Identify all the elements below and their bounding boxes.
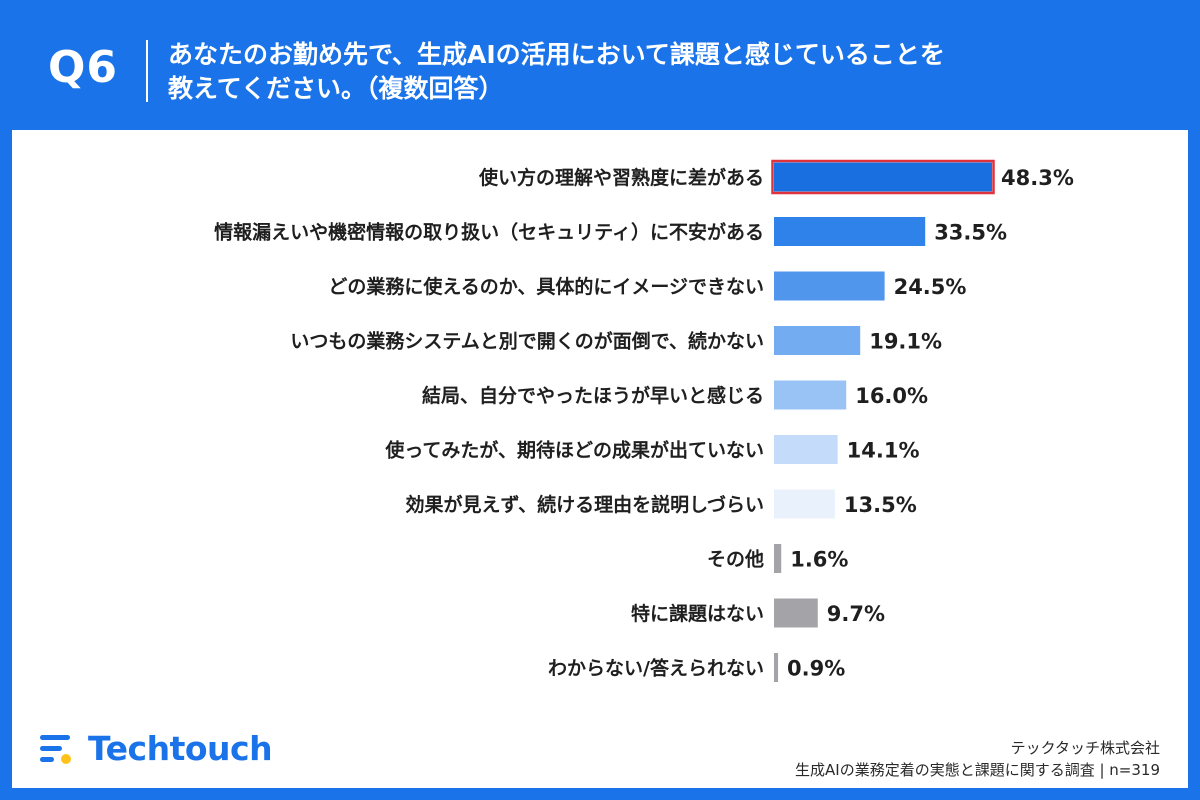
value-label: 1.6% — [790, 548, 848, 572]
highlight-outline — [771, 159, 995, 195]
question-text: あなたのお勤め先で、生成AIの活用において課題と感じていることを 教えてください… — [168, 38, 1168, 106]
header-divider — [146, 40, 148, 102]
header: Q6 あなたのお勤め先で、生成AIの活用において課題と感じていることを 教えてく… — [0, 0, 1200, 130]
bar — [774, 598, 818, 628]
company-name: テックタッチ株式会社 — [1010, 739, 1160, 757]
value-label: 33.5% — [934, 221, 1007, 245]
bar — [774, 217, 926, 246]
category-label: いつもの業務システムと別で開くのが面倒で、続かない — [290, 330, 764, 353]
value-label: 0.9% — [787, 657, 845, 681]
category-label: 効果が見えず、続ける理由を説明しづらい — [405, 493, 764, 516]
techtouch-logo: Techtouch — [40, 728, 273, 768]
logo-mark-icon — [40, 735, 71, 764]
value-label: 19.1% — [869, 330, 942, 354]
bar — [774, 653, 779, 682]
value-label: 9.7% — [827, 602, 885, 626]
bar — [774, 380, 847, 410]
bar-chart: 使い方の理解や習熟度に差がある 48.3% 情報漏えいや機密情報の取り扱い（セキュリ… — [214, 159, 1074, 682]
bar — [774, 544, 782, 573]
category-label: どの業務に使えるのか、具体的にイメージできない — [328, 275, 764, 298]
category-label: その他 — [707, 548, 764, 571]
value-label: 16.0% — [855, 384, 928, 408]
bar — [774, 326, 861, 355]
value-label: 24.5% — [894, 275, 967, 299]
value-label: 48.3% — [1001, 166, 1074, 190]
value-label: 14.1% — [847, 439, 920, 463]
bar — [774, 489, 835, 519]
chart-panel: 使い方の理解や習熟度に差がある 48.3% 情報漏えいや機密情報の取り扱い（セキュリ… — [12, 130, 1188, 788]
category-label: 使ってみたが、期待ほどの成果が出ていない — [384, 439, 764, 462]
category-label: わからない/答えられない — [548, 657, 764, 680]
category-label: 特に課題はない — [631, 602, 764, 625]
question-line-1: あなたのお勤め先で、生成AIの活用において課題と感じていることを — [168, 40, 945, 69]
bar — [774, 435, 838, 464]
value-label: 13.5% — [844, 493, 917, 517]
question-line-2: 教えてください。（複数回答） — [168, 74, 504, 103]
logo-text: Techtouch — [88, 728, 273, 768]
category-label: 結局、自分でやったほうが早いと感じる — [422, 384, 764, 407]
bar — [774, 271, 885, 301]
category-label: 使い方の理解や習熟度に差がある — [478, 166, 764, 189]
survey-name: 生成AIの業務定着の実態と課題に関する調査 | n=319 — [795, 761, 1160, 779]
question-number: Q6 — [48, 42, 119, 93]
bar — [774, 162, 992, 192]
footer-credits: テックタッチ株式会社 生成AIの業務定着の実態と課題に関する調査 | n=319 — [795, 737, 1160, 781]
category-label: 情報漏えいや機密情報の取り扱い（セキュリティ）に不安がある — [214, 221, 764, 244]
